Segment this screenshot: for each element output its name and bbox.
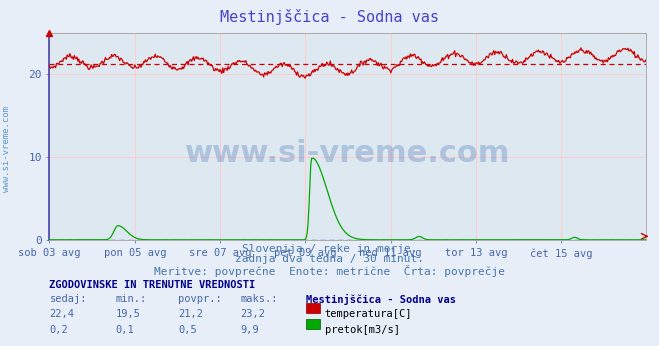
Text: 21,2: 21,2	[178, 309, 203, 319]
Text: ZGODOVINSKE IN TRENUTNE VREDNOSTI: ZGODOVINSKE IN TRENUTNE VREDNOSTI	[49, 280, 256, 290]
Text: 9,9: 9,9	[241, 325, 259, 335]
Text: pretok[m3/s]: pretok[m3/s]	[325, 325, 400, 335]
Text: Meritve: povprečne  Enote: metrične  Črta: povprečje: Meritve: povprečne Enote: metrične Črta:…	[154, 265, 505, 277]
Text: Mestinjščica - Sodna vas: Mestinjščica - Sodna vas	[306, 294, 457, 305]
Text: www.si-vreme.com: www.si-vreme.com	[2, 106, 11, 192]
Text: 0,1: 0,1	[115, 325, 134, 335]
Text: 22,4: 22,4	[49, 309, 74, 319]
Text: 19,5: 19,5	[115, 309, 140, 319]
Text: temperatura[C]: temperatura[C]	[325, 309, 413, 319]
Text: 0,2: 0,2	[49, 325, 68, 335]
Text: www.si-vreme.com: www.si-vreme.com	[185, 139, 510, 168]
Text: povpr.:: povpr.:	[178, 294, 221, 304]
Text: sedaj:: sedaj:	[49, 294, 87, 304]
Text: Slovenija / reke in morje.: Slovenija / reke in morje.	[242, 244, 417, 254]
Text: 0,5: 0,5	[178, 325, 196, 335]
Text: maks.:: maks.:	[241, 294, 278, 304]
Text: 23,2: 23,2	[241, 309, 266, 319]
Text: zadnja dva tedna / 30 minut.: zadnja dva tedna / 30 minut.	[235, 254, 424, 264]
Text: min.:: min.:	[115, 294, 146, 304]
Text: Mestinjščica - Sodna vas: Mestinjščica - Sodna vas	[220, 9, 439, 25]
